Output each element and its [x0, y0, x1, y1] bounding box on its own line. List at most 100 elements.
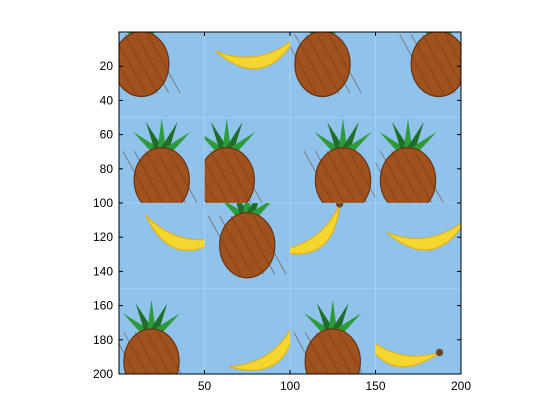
y-tick-label: 40 — [100, 93, 114, 107]
tile-pineapple — [119, 32, 205, 118]
pineapple-scale-line — [145, 150, 175, 203]
y-tick-label: 100 — [93, 196, 113, 210]
pineapple-body — [304, 328, 361, 374]
pineapple-scale-line — [338, 332, 363, 374]
pineapple-scale-line — [156, 150, 187, 203]
pineapple-scale-line — [230, 215, 264, 275]
tile-background — [204, 32, 290, 118]
pineapple-scale-line — [119, 343, 137, 374]
banana-shape — [290, 203, 344, 255]
pineapple-scale-line — [327, 332, 352, 374]
tile-pineapple — [119, 288, 205, 374]
tile-pineapple — [204, 117, 290, 203]
banana-stem — [435, 348, 444, 357]
tile-banana — [204, 288, 290, 374]
pineapple-scale-line — [242, 215, 276, 275]
pineapple-scale-line — [157, 332, 182, 374]
y-axis: 20 40 60 80 100 120 140 160 180 200 — [93, 59, 461, 381]
tile-pineapple — [119, 117, 205, 203]
tile-banana — [290, 203, 376, 289]
pineapple-body — [204, 147, 255, 203]
x-tick-label: 50 — [198, 379, 212, 393]
pineapple-scale-line — [167, 150, 198, 203]
pineapple-scale-line — [136, 34, 170, 94]
banana-shape — [228, 319, 290, 371]
pineapple-scale-line — [210, 150, 240, 203]
pineapple-scale-line — [349, 150, 376, 199]
pineapple-scale-line — [204, 159, 229, 203]
banana-peel — [215, 36, 290, 70]
pineapple-scale-line — [119, 64, 136, 94]
tile-pineapple — [375, 117, 461, 203]
tile-seams — [119, 32, 461, 374]
y-tick-label: 120 — [93, 230, 113, 244]
pineapple-scale-line — [134, 332, 159, 374]
pineapple-scale-line — [293, 332, 318, 374]
tile-banana — [119, 203, 205, 289]
pineapple-scale-line — [380, 150, 410, 203]
banana-shape — [145, 214, 205, 251]
pineapple-body — [379, 147, 437, 203]
banana-stem — [336, 203, 344, 208]
pineapple-scale-line — [221, 150, 252, 203]
x-axis: 50 100 150 200 — [198, 32, 471, 393]
x-tick-label: 100 — [280, 379, 300, 393]
pineapple-scale-line — [253, 215, 287, 275]
pineapple-scale-line — [326, 150, 357, 203]
fruit-image — [119, 32, 471, 374]
pineapple-scale-line — [232, 150, 263, 203]
banana-shape — [215, 36, 290, 70]
tile-banana — [375, 288, 461, 374]
tile-banana — [204, 32, 290, 118]
pineapple-scale-line — [375, 161, 399, 203]
pineapple-scale-line — [444, 34, 461, 64]
pineapple-scale-line — [402, 150, 433, 203]
pineapple-scale-line — [204, 180, 218, 203]
y-tick-label: 80 — [100, 162, 114, 176]
tile-pineapple — [375, 32, 461, 118]
pineapple-scale-line — [303, 150, 334, 203]
banana-peel — [145, 214, 205, 251]
pineapple-scale-line — [328, 34, 362, 94]
tile-banana — [375, 203, 471, 289]
pineapple-scale-line — [219, 215, 253, 275]
pineapple-body — [133, 147, 190, 203]
pineapple-scale-line — [391, 150, 422, 203]
pineapple-scale-line — [414, 150, 444, 203]
banana-shape — [375, 331, 444, 368]
tile-pineapple — [290, 288, 376, 374]
pineapple-scale-line — [315, 150, 345, 203]
pineapple-scale-line — [316, 332, 341, 374]
tile-pineapple — [290, 117, 376, 203]
y-tick-label: 140 — [93, 264, 113, 278]
y-tick-label: 20 — [100, 59, 114, 73]
pineapple-body — [123, 328, 180, 374]
y-tick-label: 60 — [100, 128, 114, 142]
pineapple-scale-line — [122, 150, 153, 203]
pineapple-scale-line — [305, 34, 340, 94]
pineapple-scale-line — [294, 34, 328, 94]
pineapple-scale-line — [123, 332, 148, 374]
pineapple-scale-line — [207, 215, 242, 275]
y-tick-label: 160 — [93, 299, 113, 313]
pineapple-scale-line — [290, 45, 317, 94]
banana-shape — [386, 214, 471, 251]
pineapple-scale-line — [317, 34, 351, 94]
banana-peel — [386, 217, 461, 251]
pineapple-body — [410, 32, 461, 98]
banana-peel — [228, 319, 290, 371]
pineapple-body — [314, 147, 372, 203]
banana-stem — [463, 214, 471, 222]
y-tick-label: 200 — [93, 367, 113, 381]
pineapple-scale-line — [337, 150, 368, 203]
pineapple-scale-line — [147, 34, 181, 94]
x-tick-label: 150 — [365, 379, 385, 393]
x-tick-label: 200 — [451, 379, 471, 393]
pineapple-scale-line — [422, 34, 456, 94]
pineapple-scale-line — [399, 34, 433, 94]
pineapple-scale-line — [124, 34, 158, 94]
tile-pineapple — [204, 203, 290, 289]
y-tick-label: 180 — [93, 333, 113, 347]
pineapple-scale-line — [146, 332, 171, 374]
